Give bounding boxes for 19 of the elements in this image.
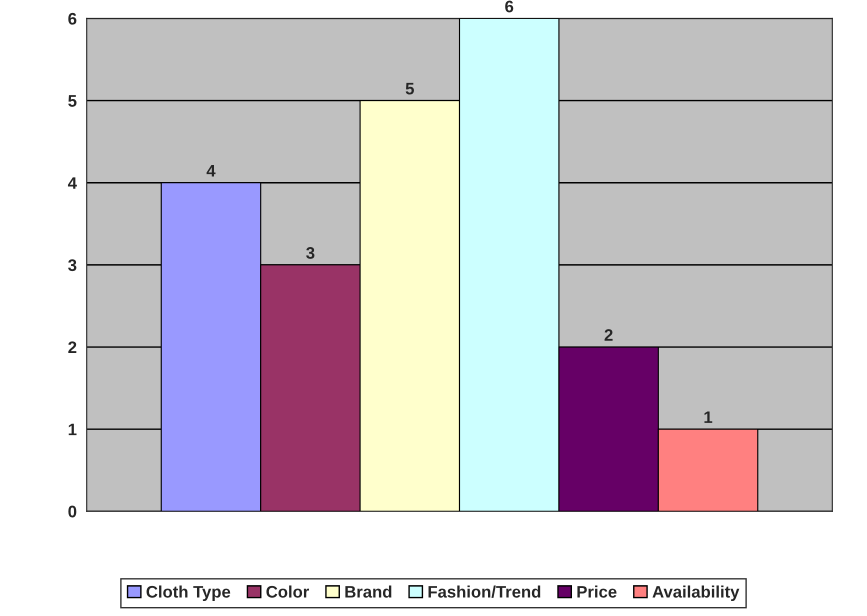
legend-label: Fashion/Trend [428,585,540,598]
y-tick-label: 5 [68,95,77,107]
data-label: 3 [306,247,314,259]
data-label: 4 [206,165,216,177]
y-tick-label: 2 [68,341,76,354]
y-tick-label: 1 [68,424,77,436]
legend-label: Cloth Type [146,585,230,601]
data-label: 5 [406,82,414,95]
y-tick-label: 4 [68,177,77,189]
legend-label: Availability [652,585,740,601]
y-tick-label: 3 [68,259,76,272]
data-label: 1 [704,411,712,423]
legend-label: Price [577,585,617,598]
data-label: 2 [604,329,613,341]
y-tick-label: 0 [68,506,76,518]
data-label: 6 [505,0,514,12]
legend-label: Color [266,585,310,598]
y-tick-label: 6 [68,12,76,25]
legend-label: Brand [345,585,392,598]
